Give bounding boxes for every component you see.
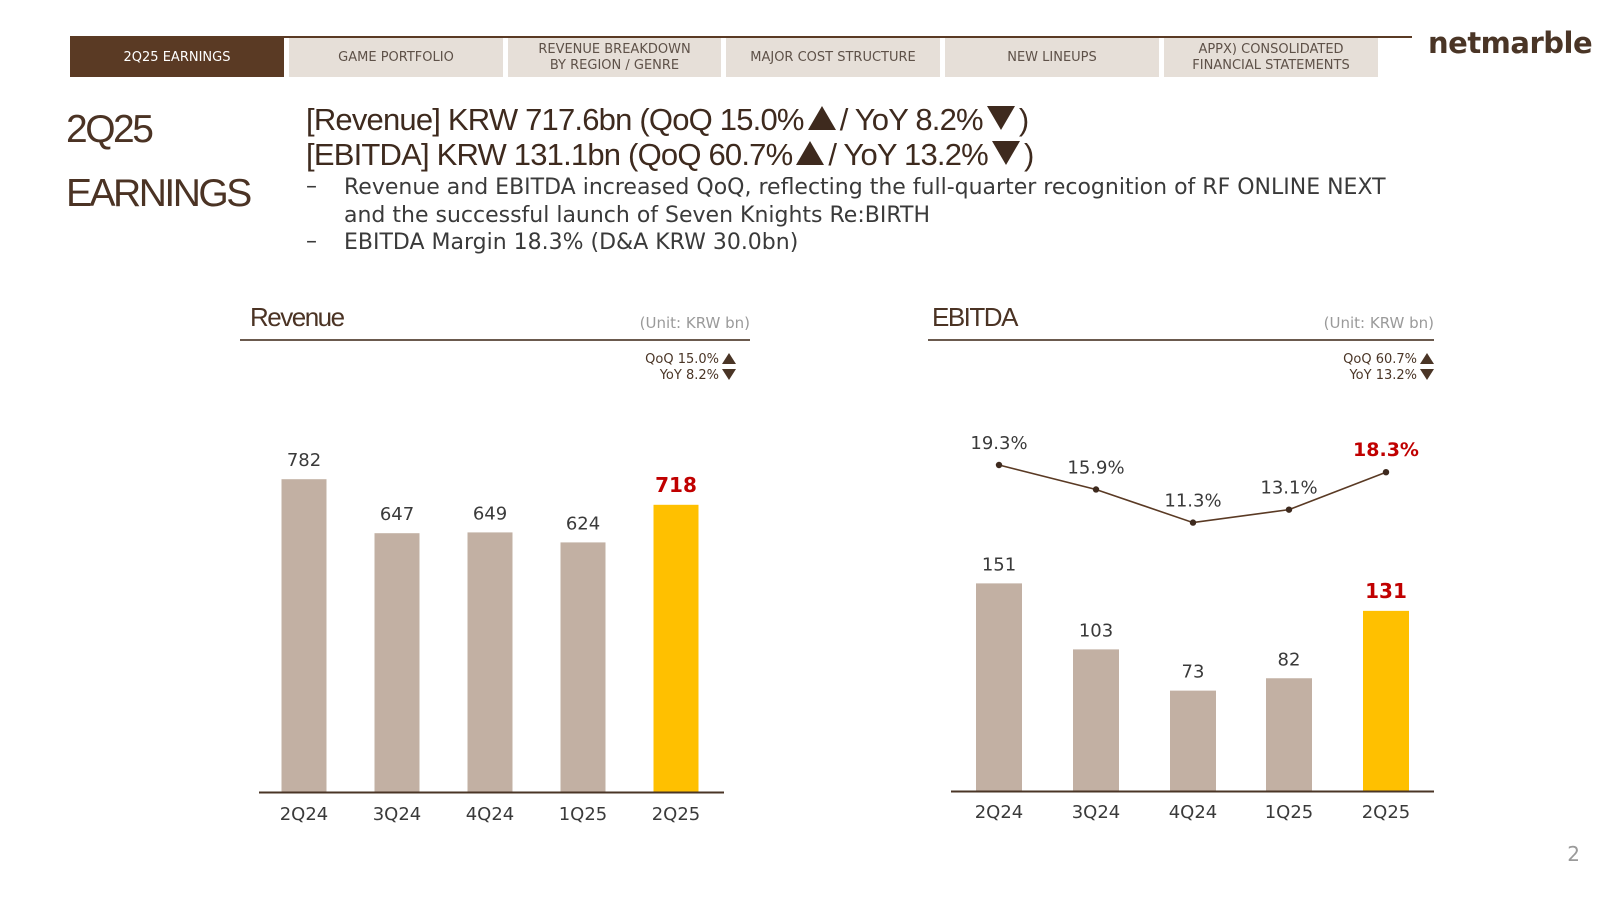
revenue-category-label: 3Q24 [373,804,422,825]
ebitda-bar [1073,649,1119,791]
revenue-bar [467,532,513,792]
triangle-up-icon [722,353,736,364]
ebitda-bar [1170,690,1216,791]
close-paren: ) [1023,137,1034,172]
tab-game-portfolio[interactable]: GAME PORTFOLIO [289,38,503,77]
ebitda-yoy-text: YoY 13.2% [1349,368,1417,383]
revenue-value-label: 647 [380,504,414,525]
ebitda-value-label: 103 [1079,620,1113,641]
triangle-down-icon [991,141,1020,165]
triangle-down-icon [986,106,1015,130]
headline-revenue-yoy: / YoY 8.2% [839,102,984,137]
revenue-chart-title: Revenue [250,302,345,332]
ebitda-category-label: 2Q25 [1362,802,1411,823]
ebitda-title-rule [928,339,1434,341]
ebitda-bar [976,583,1022,791]
revenue-value-label: 624 [566,513,600,534]
headline-revenue-main: [Revenue] KRW 717.6bn (QoQ 15.0% [306,102,804,137]
ebitda-chart-unit: (Unit: KRW bn) [1323,314,1434,332]
ebitda-margin-point [1382,469,1390,476]
bullet-dash: – [306,229,317,254]
revenue-title-rule [240,339,750,341]
revenue-bar [281,479,327,792]
revenue-category-label: 4Q24 [466,804,515,825]
headline-ebitda-main: [EBITDA] KRW 131.1bn (QoQ 60.7% [306,137,793,172]
revenue-qoq: QoQ 15.0% [536,352,736,368]
revenue-value-label: 782 [287,450,321,471]
page-title-line2: EARNINGS [66,172,252,215]
ebitda-margin-point [1285,506,1293,513]
bullet-text-1: Revenue and EBITDA increased QoQ, reflec… [344,175,1386,228]
ebitda-chart-title: EBITDA [932,302,1018,332]
tab-major-cost-structure[interactable]: MAJOR COST STRUCTURE [726,38,940,77]
triangle-down-icon [722,369,736,380]
revenue-value-label: 649 [473,503,507,524]
tab-appx-financial-statements[interactable]: APPX) CONSOLIDATED FINANCIAL STATEMENTS [1164,38,1378,77]
headline-ebitda-yoy: / YoY 13.2% [828,137,988,172]
tab-2q25-earnings[interactable]: 2Q25 EARNINGS [70,38,284,77]
page-title-line1: 2Q25 [66,108,154,151]
triangle-up-icon [807,106,836,130]
tab-new-lineups[interactable]: NEW LINEUPS [945,38,1159,77]
ebitda-margin-point [1092,486,1100,493]
revenue-category-label: 1Q25 [559,804,608,825]
ebitda-margin-label: 11.3% [1164,491,1221,512]
revenue-value-label: 718 [655,473,697,497]
revenue-category-label: 2Q25 [652,804,701,825]
revenue-bar [560,542,606,792]
revenue-category-label: 2Q24 [280,804,329,825]
triangle-up-icon [1420,353,1434,364]
headline-ebitda: [EBITDA] KRW 131.1bn (QoQ 60.7% / YoY 13.… [306,137,1034,173]
ebitda-margin-point [1189,519,1197,526]
revenue-qoq-text: QoQ 15.0% [645,352,719,367]
ebitda-margin-point [995,461,1003,469]
close-paren: ) [1018,102,1029,137]
page-number: 2 [1567,842,1580,866]
tab-revenue-breakdown[interactable]: REVENUE BREAKDOWN BY REGION / GENRE [508,38,721,77]
ebitda-category-label: 3Q24 [1072,802,1121,823]
nav-divider [70,36,1412,38]
bullet-dash: – [306,174,317,199]
revenue-bar [653,504,699,792]
ebitda-value-label: 151 [982,554,1016,575]
ebitda-category-label: 2Q24 [975,802,1024,823]
ebitda-value-label: 73 [1182,662,1205,683]
triangle-down-icon [1420,369,1434,380]
ebitda-margin-label: 15.9% [1067,457,1124,478]
ebitda-bar [1363,610,1409,791]
ebitda-qoq-text: QoQ 60.7% [1343,352,1417,367]
bullet-text-2: EBITDA Margin 18.3% (D&A KRW 30.0bn) [344,230,799,255]
ebitda-margin-label: 19.3% [970,433,1027,454]
ebitda-category-label: 4Q24 [1169,802,1218,823]
ebitda-margin-label: 13.1% [1260,478,1317,499]
revenue-chart-unit: (Unit: KRW bn) [639,314,750,332]
revenue-bar [374,533,420,792]
ebitda-value-label: 82 [1278,649,1301,670]
revenue-yoy: YoY 8.2% [536,368,736,384]
ebitda-value-label: 131 [1365,579,1407,603]
ebitda-category-label: 1Q25 [1265,802,1314,823]
ebitda-yoy: YoY 13.2% [1234,368,1434,384]
ebitda-margin-label: 18.3% [1353,439,1419,461]
ebitda-qoq: QoQ 60.7% [1234,352,1434,368]
ebitda-bar [1266,678,1312,791]
headline-revenue: [Revenue] KRW 717.6bn (QoQ 15.0% / YoY 8.… [306,102,1029,138]
netmarble-logo[interactable]: netmarble [1428,26,1593,60]
triangle-up-icon [796,141,825,165]
revenue-yoy-text: YoY 8.2% [659,368,719,383]
